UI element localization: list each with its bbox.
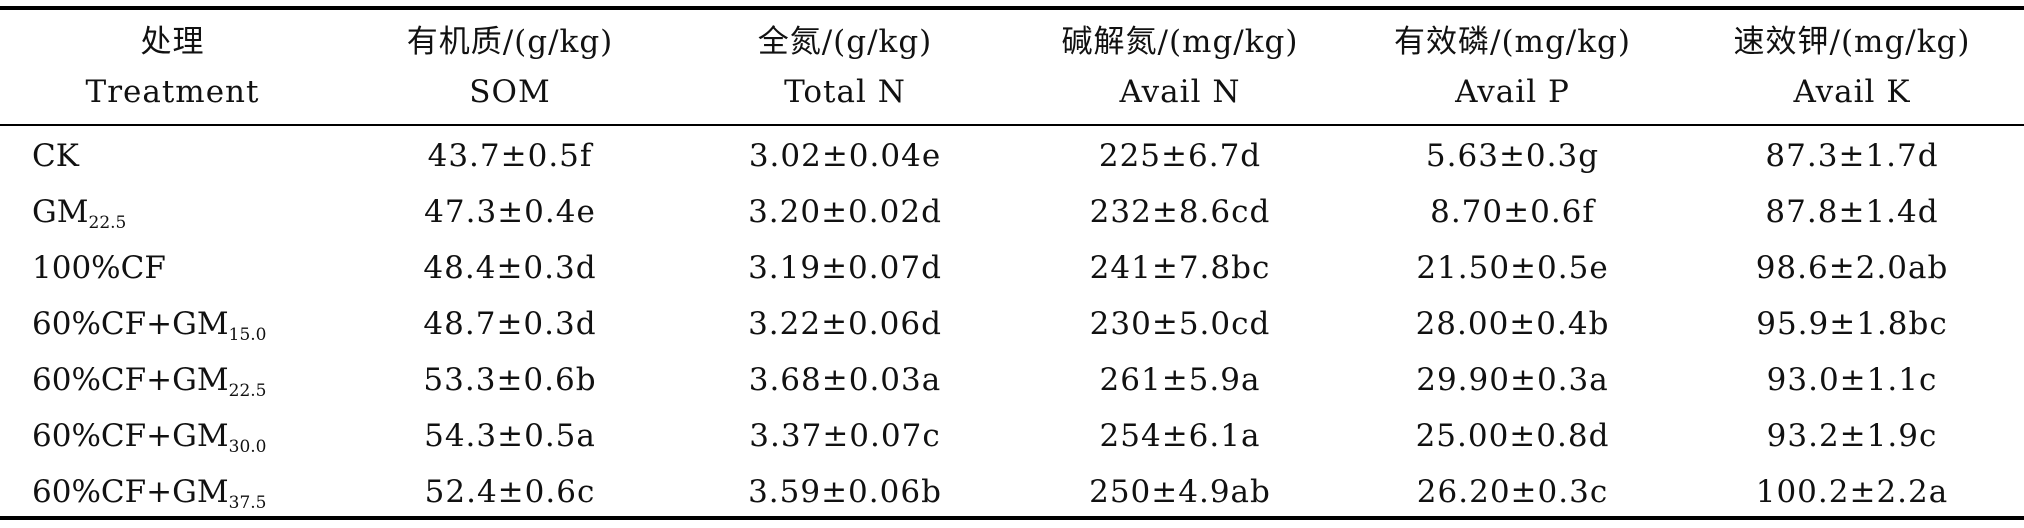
som-cell: 52.4±0.6c [424, 474, 596, 510]
header-zh: 有机质/(g/kg) [406, 24, 614, 60]
header-total-n: 全氮/(g/kg) Total N [675, 10, 1015, 124]
avail-k-cell: 93.2±1.9c [1766, 418, 1938, 454]
som-cell: 48.7±0.3d [423, 306, 597, 342]
som-cell: 47.3±0.4e [424, 194, 596, 230]
treatment-label: GM [32, 194, 89, 230]
avail-p-cell: 21.50±0.5e [1416, 250, 1609, 286]
header-en: Avail K [1793, 74, 1911, 110]
total-n-cell: 3.02±0.04e [748, 138, 942, 174]
header-avail-p: 有效磷/(mg/kg) Avail P [1345, 10, 1680, 124]
treatment-label: 60%CF+GM [32, 306, 229, 342]
avail-p-cell: 25.00±0.8d [1415, 418, 1610, 454]
avail-p-cell: 28.00±0.4b [1415, 306, 1610, 342]
table-body: CK 43.7±0.5f 3.02±0.04e 225±6.7d 5.63±0.… [0, 124, 2024, 520]
table-row: 60%CF+GM37.5 52.4±0.6c 3.59±0.06b 250±4.… [0, 464, 2024, 520]
avail-k-cell: 95.9±1.8bc [1756, 306, 1948, 342]
total-n-cell: 3.19±0.07d [748, 250, 942, 286]
avail-p-cell: 29.90±0.3a [1416, 362, 1609, 398]
header-avail-n: 碱解氮/(mg/kg) Avail N [1015, 10, 1345, 124]
som-cell: 54.3±0.5a [424, 418, 596, 454]
table-row: 60%CF+GM30.0 54.3±0.5a 3.37±0.07c 254±6.… [0, 408, 2024, 464]
treatment-cell: CK [0, 124, 345, 184]
table-bottom-rule [0, 516, 2024, 520]
header-zh: 碱解氮/(mg/kg) [1061, 24, 1299, 60]
treatment-label: 100%CF [32, 250, 166, 286]
treatment-label: 60%CF+GM [32, 418, 229, 454]
header-en: Avail P [1455, 74, 1570, 110]
avail-n-cell: 241±7.8bc [1089, 250, 1271, 286]
table-row: CK 43.7±0.5f 3.02±0.04e 225±6.7d 5.63±0.… [0, 124, 2024, 184]
total-n-cell: 3.59±0.06b [748, 474, 942, 510]
treatment-subscript: 22.5 [228, 381, 267, 401]
table-row: 100%CF 48.4±0.3d 3.19±0.07d 241±7.8bc 21… [0, 240, 2024, 296]
treatment-label: 60%CF+GM [32, 362, 229, 398]
treatment-cell: GM22.5 [0, 184, 345, 240]
avail-k-cell: 87.3±1.7d [1765, 138, 1939, 174]
total-n-cell: 3.68±0.03a [748, 362, 942, 398]
header-en: Total N [784, 74, 906, 110]
treatment-label: CK [32, 138, 79, 174]
avail-k-cell: 87.8±1.4d [1765, 194, 1939, 230]
table-row: GM22.5 47.3±0.4e 3.20±0.02d 232±8.6cd 8.… [0, 184, 2024, 240]
table-row: 60%CF+GM15.0 48.7±0.3d 3.22±0.06d 230±5.… [0, 296, 2024, 352]
treatment-subscript: 37.5 [228, 493, 267, 513]
header-en: Avail N [1119, 74, 1241, 110]
header-avail-k: 速效钾/(mg/kg) Avail K [1680, 10, 2024, 124]
avail-k-cell: 100.2±2.2a [1755, 474, 1949, 510]
treatment-cell: 60%CF+GM15.0 [0, 296, 345, 352]
avail-p-cell: 5.63±0.3g [1425, 138, 1600, 174]
avail-n-cell: 261±5.9a [1099, 362, 1261, 398]
header-zh: 处理 [140, 24, 205, 60]
header-treatment: 处理 Treatment [0, 10, 345, 124]
avail-k-cell: 98.6±2.0ab [1755, 250, 1949, 286]
treatment-cell: 100%CF [0, 240, 345, 296]
treatment-label: 60%CF+GM [32, 474, 229, 510]
header-row: 处理 Treatment 有机质/(g/kg) SOM 全氮/(g/kg) To… [0, 10, 2024, 124]
avail-k-cell: 93.0±1.1c [1766, 362, 1938, 398]
header-zh: 有效磷/(mg/kg) [1394, 24, 1631, 60]
avail-n-cell: 225±6.7d [1098, 138, 1262, 174]
treatment-subscript: 22.5 [88, 213, 127, 233]
header-som: 有机质/(g/kg) SOM [345, 10, 675, 124]
table-row: 60%CF+GM22.5 53.3±0.6b 3.68±0.03a 261±5.… [0, 352, 2024, 408]
soil-nutrient-table: 处理 Treatment 有机质/(g/kg) SOM 全氮/(g/kg) To… [0, 10, 2024, 520]
table-header-rule [0, 124, 2024, 126]
treatment-cell: 60%CF+GM37.5 [0, 464, 345, 520]
total-n-cell: 3.22±0.06d [748, 306, 942, 342]
avail-p-cell: 26.20±0.3c [1416, 474, 1609, 510]
total-n-cell: 3.37±0.07c [749, 418, 941, 454]
header-zh: 全氮/(g/kg) [757, 24, 933, 60]
header-en: SOM [469, 74, 551, 110]
header-en: Treatment [85, 74, 260, 110]
avail-p-cell: 8.70±0.6f [1430, 194, 1595, 230]
avail-n-cell: 230±5.0cd [1089, 306, 1271, 342]
avail-n-cell: 232±8.6cd [1089, 194, 1271, 230]
table-header: 处理 Treatment 有机质/(g/kg) SOM 全氮/(g/kg) To… [0, 10, 2024, 124]
treatment-subscript: 30.0 [228, 437, 267, 457]
treatment-subscript: 15.0 [228, 325, 267, 345]
table-top-rule [0, 6, 2024, 10]
treatment-cell: 60%CF+GM22.5 [0, 352, 345, 408]
som-cell: 43.7±0.5f [427, 138, 593, 174]
header-zh: 速效钾/(mg/kg) [1733, 24, 1971, 60]
avail-n-cell: 254±6.1a [1099, 418, 1261, 454]
som-cell: 48.4±0.3d [423, 250, 597, 286]
som-cell: 53.3±0.6b [423, 362, 597, 398]
treatment-cell: 60%CF+GM30.0 [0, 408, 345, 464]
total-n-cell: 3.20±0.02d [748, 194, 942, 230]
avail-n-cell: 250±4.9ab [1089, 474, 1271, 510]
